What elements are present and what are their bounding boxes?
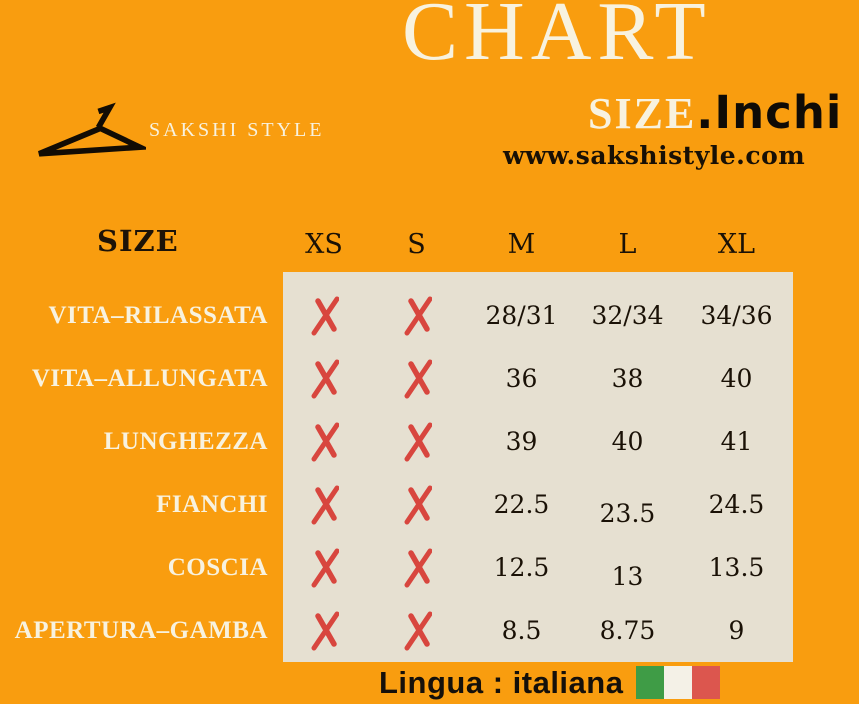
brand-name: SAKSHI STYLE [149, 119, 325, 141]
size-value: 38 [611, 364, 644, 393]
size-value: 23.5 [599, 499, 656, 528]
flag-stripe-red [692, 666, 721, 699]
cross-icon [365, 599, 468, 662]
language-label: Lingua : italiana [379, 664, 624, 700]
cross-icon [365, 347, 468, 410]
size-value: 8.5 [501, 616, 542, 645]
size-value: 40 [611, 427, 644, 456]
row-label: VITA–ALLUNGATA [31, 364, 268, 392]
cross-icon [365, 473, 468, 536]
cross-icon [365, 410, 468, 473]
column-header-s: S [407, 228, 426, 260]
size-value: 13 [611, 562, 644, 591]
table-row: COSCIA 12.5 13 13.5 [0, 536, 859, 599]
subtitle-unit-label: .Inchi [696, 86, 843, 139]
size-table: VITA–RILASSATA 28/31 32/34 34/36 VITA–ALLUN… [0, 272, 859, 662]
row-label: APERTURA–GAMBA [14, 616, 268, 644]
hanger-icon [38, 102, 146, 157]
table-background [283, 272, 793, 662]
cross-icon [283, 347, 365, 410]
cross-icon [283, 473, 365, 536]
column-headers: XS S M L XL [283, 221, 793, 267]
table-row: LUNGHEZZA 39 40 41 [0, 410, 859, 473]
size-value: 36 [505, 364, 538, 393]
size-value: 34/36 [700, 301, 773, 330]
row-label: VITA–RILASSATA [48, 301, 268, 329]
column-header-xl: XL [717, 228, 756, 260]
column-header-m: M [507, 228, 536, 260]
subtitle: SIZE .Inchi [588, 86, 842, 139]
page-title: CHART [402, 0, 712, 78]
table-row: APERTURA–GAMBA 8.5 8.75 9 [0, 599, 859, 662]
table-row: VITA–RILASSATA 28/31 32/34 34/36 [0, 284, 859, 347]
flag-stripe-white [664, 666, 693, 699]
size-value: 32/34 [591, 301, 664, 330]
size-value: 24.5 [708, 490, 765, 519]
cross-icon [283, 536, 365, 599]
website-url: www.sakshistyle.com [503, 141, 806, 170]
table-row: VITA–ALLUNGATA 36 38 40 [0, 347, 859, 410]
row-label: FIANCHI [156, 490, 268, 518]
cross-icon [283, 284, 365, 347]
size-corner-label: SIZE [97, 224, 179, 258]
table-row: FIANCHI 22.5 23.5 24.5 [0, 473, 859, 536]
size-value: 22.5 [493, 490, 550, 519]
cross-icon [283, 410, 365, 473]
subtitle-size-label: SIZE [588, 89, 697, 138]
footer: Lingua : italiana [379, 661, 721, 704]
row-label: LUNGHEZZA [103, 427, 268, 455]
size-value: 8.75 [599, 616, 656, 645]
column-header-xs: XS [305, 228, 343, 260]
size-value: 40 [720, 364, 753, 393]
column-header-l: L [618, 228, 637, 260]
size-value: 9 [728, 616, 745, 645]
size-value: 39 [505, 427, 538, 456]
row-label: COSCIA [167, 553, 268, 581]
italy-flag-icon [636, 666, 721, 699]
size-value: 28/31 [485, 301, 558, 330]
flag-stripe-green [636, 666, 665, 699]
size-value: 13.5 [708, 553, 765, 582]
cross-icon [283, 599, 365, 662]
size-value: 12.5 [493, 553, 550, 582]
size-value: 41 [720, 427, 753, 456]
cross-icon [365, 284, 468, 347]
cross-icon [365, 536, 468, 599]
